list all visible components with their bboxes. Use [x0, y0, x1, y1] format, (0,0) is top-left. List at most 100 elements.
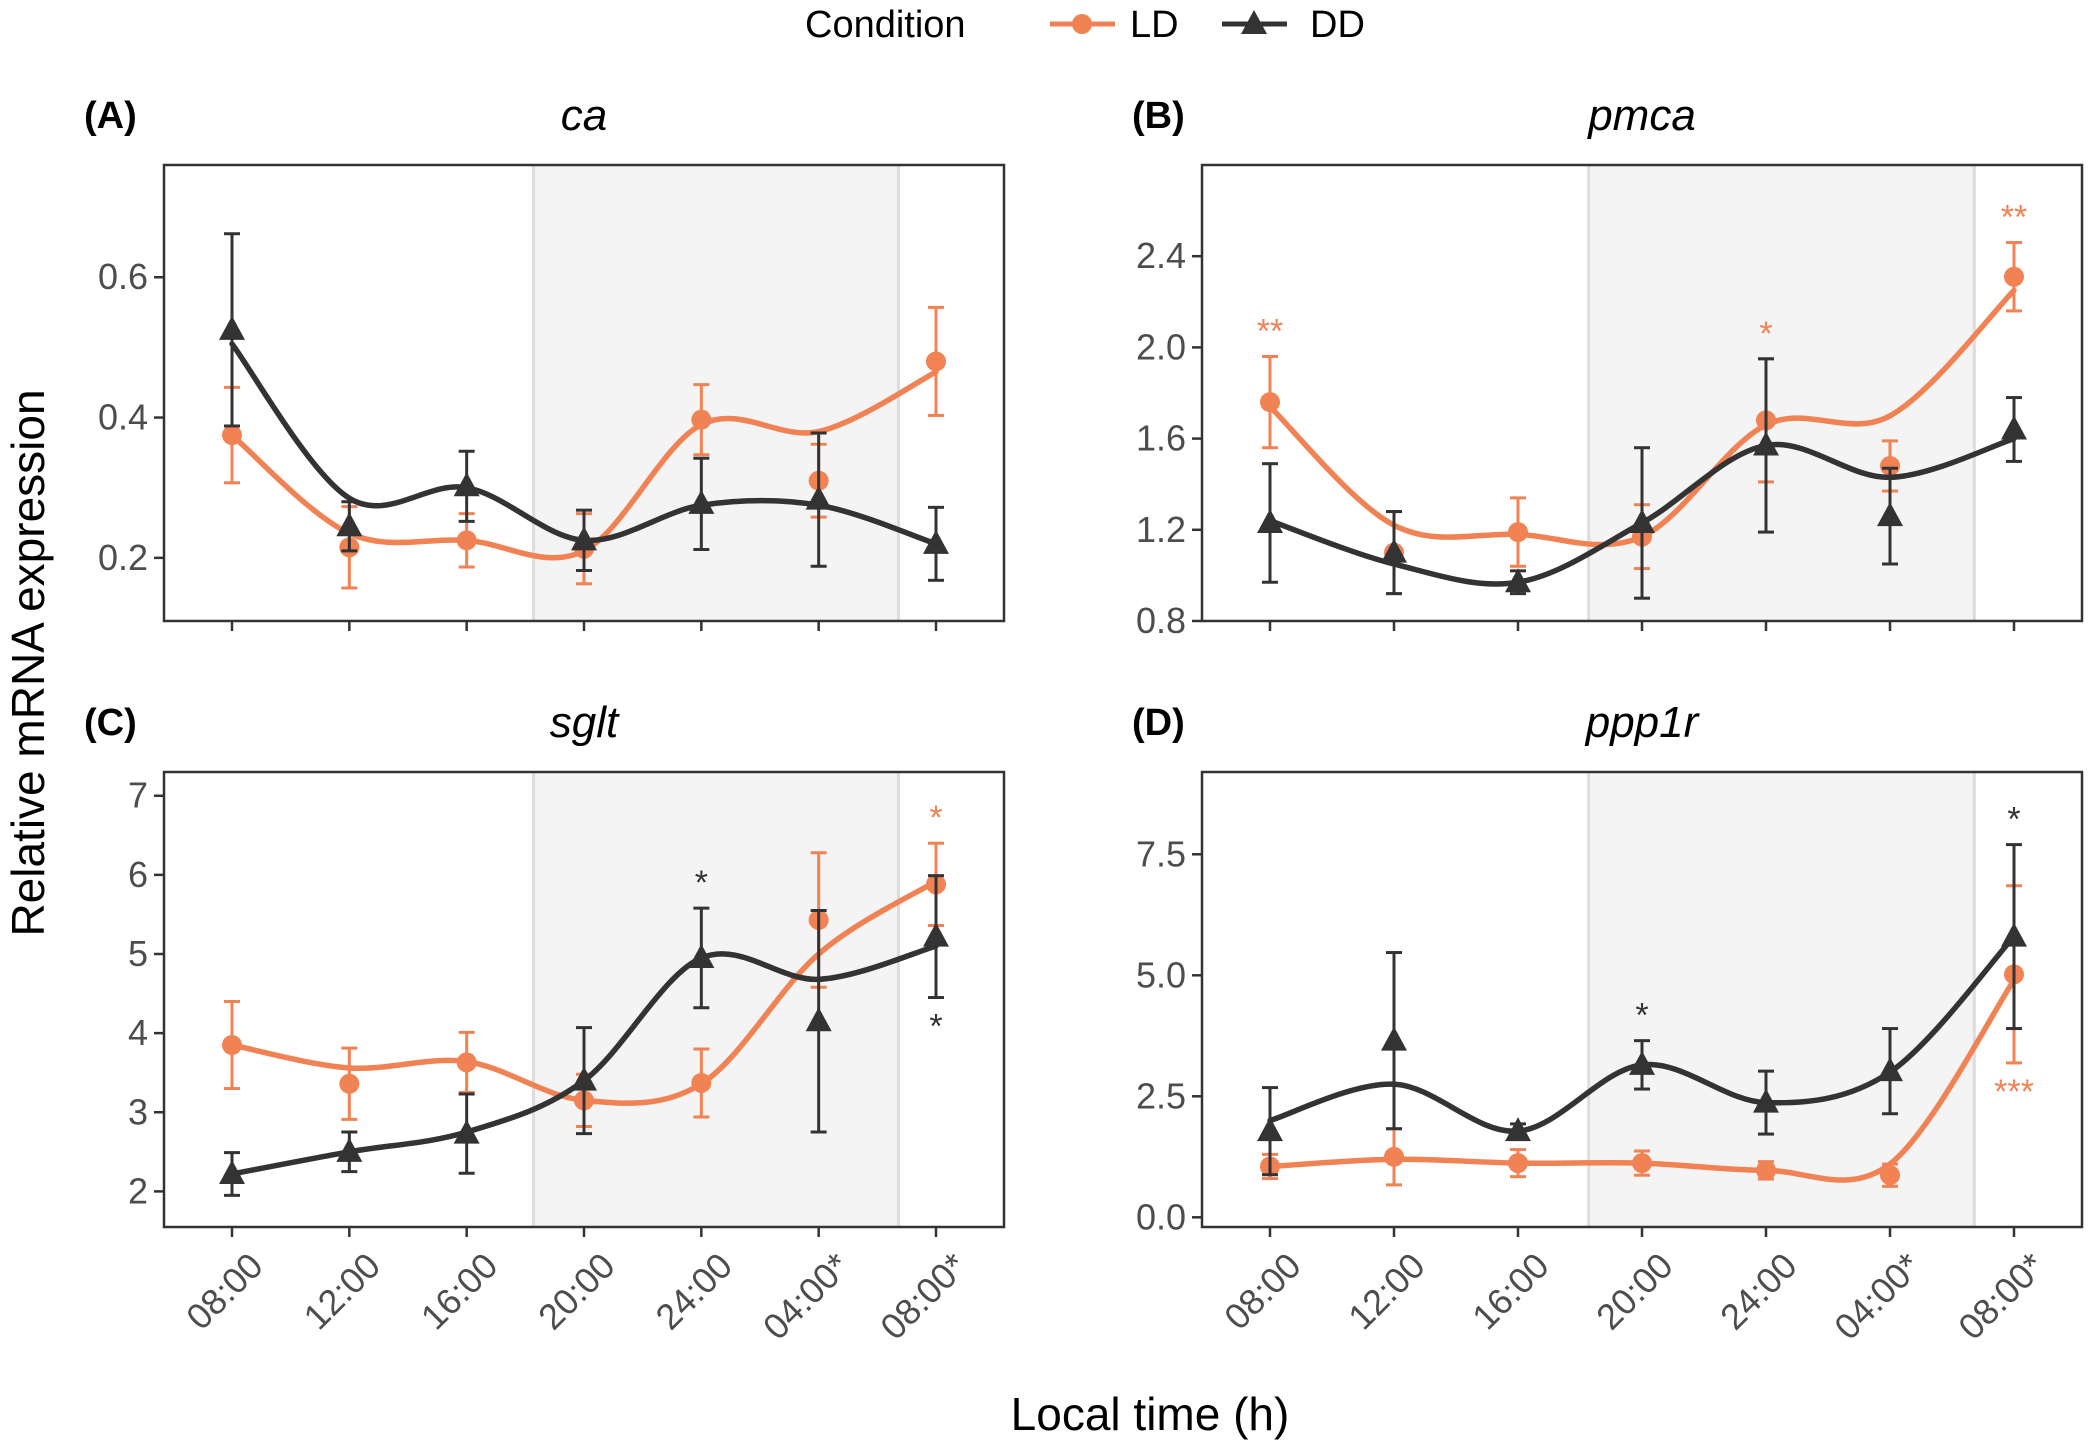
point-ppp1r-dd-1	[1381, 1026, 1407, 1051]
point-ppp1r-ld-2	[1508, 1153, 1528, 1174]
panel-tag-ca: (A)	[84, 95, 137, 137]
y-tick-label-sglt-0: 2	[128, 1170, 148, 1211]
point-ppp1r-dd-2	[1505, 1117, 1531, 1142]
point-sglt-ld-0	[222, 1035, 242, 1055]
x-tick-label-ppp1r-04-00: 04:00*	[1826, 1245, 1929, 1348]
panel-tag-pmca: (B)	[1132, 95, 1185, 137]
panel-frame-ppp1r	[1200, 770, 2084, 1229]
x-tick-label-sglt-04-00: 04:00*	[755, 1245, 858, 1348]
significance-ppp1r-dd-3: *	[1635, 997, 1648, 1035]
panel-title-ca: ca	[561, 91, 607, 140]
legend: Condition LD DD	[805, 4, 1365, 46]
point-pmca-ld-0	[1260, 392, 1280, 413]
point-sglt-ld-1	[339, 1073, 360, 1094]
point-pmca-ld-2	[1508, 522, 1528, 543]
y-tick-label-ca-1: 0.4	[98, 397, 148, 438]
point-sglt-dd-3	[571, 1066, 597, 1091]
point-pmca-dd-3	[1629, 508, 1655, 533]
point-sglt-ld-4	[691, 1072, 712, 1093]
y-axis-title: Relative mRNA expression	[2, 389, 54, 936]
y-tick-label-ca-2: 0.6	[98, 256, 148, 297]
point-ppp1r-dd-4	[1753, 1088, 1779, 1113]
point-ca-ld-2	[456, 530, 477, 551]
x-tick-label-sglt-16-00: 16:00	[413, 1245, 506, 1338]
night-shading-pmca	[1588, 165, 1975, 621]
point-ppp1r-dd-5	[1877, 1057, 1903, 1082]
point-pmca-dd-5	[1877, 502, 1903, 527]
legend-dd-label: DD	[1310, 4, 1365, 46]
panel-tag-ppp1r: (D)	[1132, 702, 1185, 744]
x-tick-label-ppp1r-24-00: 24:00	[1712, 1245, 1805, 1338]
x-tick-label-sglt-20-00: 20:00	[530, 1245, 623, 1338]
point-sglt-ld-2	[456, 1052, 477, 1073]
point-sglt-dd-1	[336, 1137, 363, 1162]
y-tick-label-ppp1r-2: 5.0	[1136, 954, 1186, 995]
point-ca-dd-5	[805, 485, 832, 510]
significance-pmca-ld-4: *	[1759, 315, 1772, 353]
y-tick-label-sglt-1: 3	[128, 1091, 148, 1132]
point-ca-dd-0	[219, 315, 245, 340]
y-tick-label-sglt-4: 6	[128, 854, 148, 895]
y-tick-label-ppp1r-0: 0.0	[1136, 1196, 1186, 1237]
x-tick-label-ppp1r-08-00: 08:00*	[1950, 1245, 2053, 1348]
significance-pmca-ld-6: **	[2001, 199, 2027, 237]
point-ca-dd-1	[336, 512, 363, 537]
x-axis-title: Local time (h)	[1011, 1388, 1290, 1440]
panel-title-sglt: sglt	[550, 698, 620, 747]
x-tick-label-sglt-08-00: 08:00*	[872, 1245, 975, 1348]
x-tick-label-ppp1r-12-00: 12:00	[1340, 1245, 1433, 1338]
panel-title-ppp1r: ppp1r	[1584, 698, 1701, 747]
point-ppp1r-dd-0	[1257, 1117, 1283, 1142]
y-tick-label-sglt-3: 5	[128, 933, 148, 974]
point-pmca-dd-0	[1257, 508, 1283, 533]
panel-d: (D) ppp1r 0.0 2.5 5.0 7.5 08:00 12:00 16:00 20:00…	[1132, 698, 2084, 1348]
y-tick-label-sglt-2: 4	[128, 1012, 148, 1053]
panel-tag-sglt: (C)	[84, 702, 137, 744]
x-tick-label-ppp1r-16-00: 16:00	[1464, 1245, 1557, 1338]
point-ca-ld-6	[926, 351, 946, 372]
point-ca-ld-4	[691, 409, 712, 430]
x-tick-label-ppp1r-20-00: 20:00	[1588, 1245, 1681, 1338]
y-tick-label-pmca-2: 1.6	[1136, 418, 1186, 459]
point-pmca-ld-6	[2004, 266, 2024, 287]
y-tick-label-ppp1r-1: 2.5	[1136, 1075, 1186, 1116]
x-tick-label-ppp1r-08-00: 08:00	[1216, 1245, 1309, 1338]
point-ppp1r-dd-6	[2001, 922, 2027, 947]
night-shading-sglt	[533, 772, 899, 1227]
y-tick-label-pmca-3: 2.0	[1136, 326, 1186, 367]
y-tick-label-pmca-0: 0.8	[1136, 600, 1186, 641]
panel-frame-sglt	[162, 770, 1006, 1229]
legend-ld-label: LD	[1130, 4, 1179, 46]
point-sglt-dd-5	[805, 1007, 832, 1032]
significance-sglt-dd-6: *	[929, 1008, 942, 1046]
point-ppp1r-ld-4	[1756, 1160, 1776, 1181]
point-ca-dd-6	[923, 529, 949, 554]
significance-ppp1r-ld-6: ***	[1994, 1073, 2034, 1111]
panel-a: (A) ca 0.2 0.4 0.6	[84, 91, 1006, 631]
panel-c: (C) sglt 2 3 4 5 6 7 08:00 12:00 16:00 20:00 24:00 04…	[84, 698, 1006, 1348]
y-tick-label-ppp1r-3: 7.5	[1136, 833, 1186, 874]
legend-dd-marker	[1241, 10, 1267, 34]
legend-ld-marker	[1072, 14, 1092, 34]
point-pmca-dd-2	[1505, 568, 1531, 593]
point-sglt-dd-0	[219, 1159, 245, 1184]
x-tick-label-sglt-12-00: 12:00	[295, 1245, 388, 1338]
point-ppp1r-dd-3	[1629, 1050, 1655, 1075]
significance-sglt-dd-4: *	[695, 864, 708, 902]
point-pmca-ld-5	[1880, 455, 1900, 476]
y-tick-label-pmca-1: 1.2	[1136, 509, 1186, 550]
point-pmca-dd-6	[2001, 415, 2027, 440]
point-sglt-dd-4	[688, 943, 715, 968]
significance-ppp1r-dd-6: *	[2007, 801, 2020, 839]
y-tick-label-ca-0: 0.2	[98, 537, 148, 578]
significance-sglt-ld-6: *	[929, 799, 942, 837]
significance-pmca-ld-0: **	[1257, 313, 1283, 351]
point-ca-ld-0	[222, 425, 242, 446]
point-pmca-dd-1	[1381, 538, 1407, 563]
point-sglt-dd-2	[453, 1119, 480, 1144]
point-ppp1r-ld-5	[1880, 1165, 1900, 1186]
legend-title: Condition	[805, 4, 966, 46]
point-ca-dd-3	[571, 526, 597, 551]
